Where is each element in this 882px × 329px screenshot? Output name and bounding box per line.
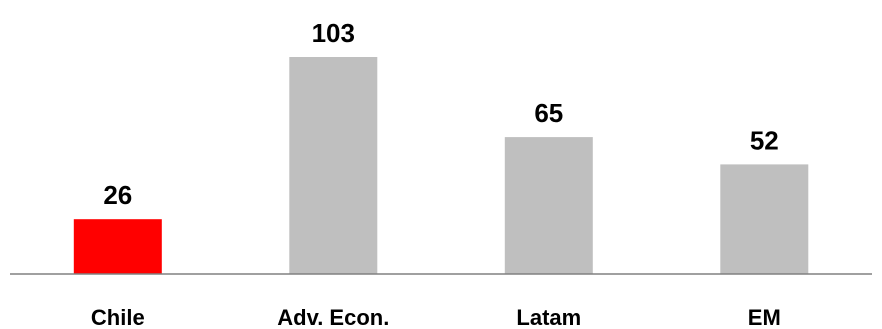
bar-em xyxy=(720,164,809,274)
data-labels-group: 26 103 65 52 xyxy=(103,18,778,210)
data-label-adv-econ: 103 xyxy=(312,18,355,48)
bars-group xyxy=(73,57,809,274)
bar-latam xyxy=(504,137,593,274)
x-tick-label-adv-econ: Adv. Econ. xyxy=(277,305,389,329)
x-tick-label-chile: Chile xyxy=(91,305,145,329)
data-label-chile: 26 xyxy=(103,180,132,210)
data-label-em: 52 xyxy=(750,125,779,155)
x-tick-label-latam: Latam xyxy=(516,305,581,329)
bar-chile xyxy=(73,219,162,274)
x-tick-label-em: EM xyxy=(748,305,781,329)
data-label-latam: 65 xyxy=(534,98,563,128)
x-tick-labels-group: Chile Adv. Econ. Latam EM xyxy=(91,305,781,329)
bar-adv-econ xyxy=(289,57,378,274)
